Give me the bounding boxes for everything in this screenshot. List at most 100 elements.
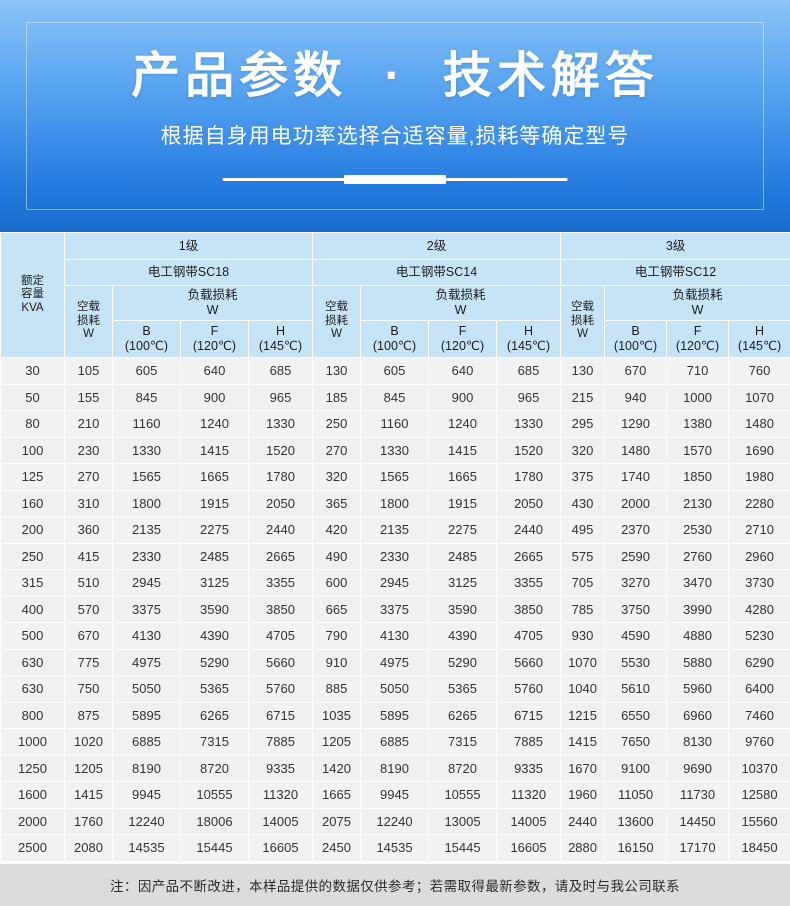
cell-loss-f-grade1: 1415 (181, 437, 249, 464)
page-banner: 产品参数 · 技术解答 根据自身用电功率选择合适容量,损耗等确定型号 (0, 0, 790, 232)
cell-loss-h-grade1: 1520 (249, 437, 313, 464)
temp-2-B-value: (100℃) (373, 339, 416, 353)
cell-capacity: 1600 (1, 782, 65, 809)
cell-loss-h-grade2: 5660 (497, 649, 561, 676)
cell-noload-grade1: 1415 (65, 782, 113, 809)
cell-noload-grade3: 320 (561, 437, 605, 464)
cell-noload-grade3: 430 (561, 490, 605, 517)
cell-loss-b-grade1: 845 (113, 384, 181, 411)
cell-loss-f-grade1: 5365 (181, 676, 249, 703)
cell-loss-f-grade2: 2485 (429, 543, 497, 570)
cell-loss-f-grade3: 8130 (667, 729, 729, 756)
cell-noload-grade3: 785 (561, 596, 605, 623)
cell-loss-b-grade1: 2945 (113, 570, 181, 597)
temp-1-B-value: (100℃) (125, 339, 168, 353)
cell-loss-f-grade1: 1665 (181, 464, 249, 491)
cell-noload-grade2: 2450 (313, 835, 361, 862)
cell-loss-h-grade1: 2050 (249, 490, 313, 517)
header-row-lossgroup: 空载 损耗 W 负载损耗 W 空载 损耗 W 负载损耗 W (1, 286, 790, 321)
cell-loss-b-grade1: 1160 (113, 411, 181, 438)
header-material-2: 电工钢带SC14 (313, 260, 561, 286)
cell-loss-f-grade3: 2530 (667, 517, 729, 544)
cell-noload-grade3: 375 (561, 464, 605, 491)
noload2-line2: 损耗 (313, 315, 360, 329)
cell-noload-grade1: 1020 (65, 729, 113, 756)
cell-loss-b-grade1: 1565 (113, 464, 181, 491)
cell-loss-f-grade3: 17170 (667, 835, 729, 862)
header-row-temps: B(100℃) F(120℃) H(145℃) B(100℃) F(120℃) … (1, 321, 790, 358)
cell-loss-h-grade1: 965 (249, 384, 313, 411)
cell-loss-b-grade1: 5050 (113, 676, 181, 703)
header-grade-3: 3级 (561, 233, 790, 260)
cell-loss-f-grade2: 3590 (429, 596, 497, 623)
cell-loss-h-grade2: 1780 (497, 464, 561, 491)
temp-3-F-letter: F (694, 324, 702, 338)
specification-table: 额定 容量 KVA 1级 2级 3级 电工钢带SC18 电工钢带SC14 电工钢… (0, 232, 790, 862)
cell-loss-b-grade1: 605 (113, 358, 181, 385)
cell-loss-f-grade3: 1570 (667, 437, 729, 464)
cell-noload-grade3: 1415 (561, 729, 605, 756)
loadloss3-line2: W (692, 303, 704, 317)
cell-loss-f-grade2: 6265 (429, 702, 497, 729)
cell-capacity: 200 (1, 517, 65, 544)
cell-loss-b-grade1: 2135 (113, 517, 181, 544)
temp-2-F-letter: F (459, 324, 467, 338)
cell-loss-f-grade1: 18006 (181, 808, 249, 835)
cell-loss-b-grade2: 1330 (361, 437, 429, 464)
cell-loss-b-grade1: 2330 (113, 543, 181, 570)
cell-loss-h-grade3: 10370 (729, 755, 790, 782)
cell-loss-f-grade1: 3125 (181, 570, 249, 597)
header-temp-2-B: B(100℃) (361, 321, 429, 358)
cell-loss-h-grade1: 5760 (249, 676, 313, 703)
cell-loss-b-grade3: 3750 (605, 596, 667, 623)
cell-noload-grade2: 2075 (313, 808, 361, 835)
cell-loss-f-grade2: 5365 (429, 676, 497, 703)
cell-noload-grade1: 875 (65, 702, 113, 729)
noload1-line2: 损耗 (65, 315, 112, 329)
cell-capacity: 630 (1, 649, 65, 676)
cell-capacity: 630 (1, 676, 65, 703)
cell-loss-b-grade3: 2370 (605, 517, 667, 544)
cell-loss-b-grade1: 9945 (113, 782, 181, 809)
cell-loss-h-grade3: 2710 (729, 517, 790, 544)
cell-loss-f-grade2: 1915 (429, 490, 497, 517)
header-loadloss-3: 负载损耗 W (605, 286, 790, 321)
capacity-line2: 容量 (1, 288, 64, 302)
cell-loss-f-grade1: 640 (181, 358, 249, 385)
loadloss1-line2: W (207, 303, 219, 317)
footer-note: 注：因产品不断改进，本样品提供的数据仅供参考；若需取得最新参数，请及时与我公司联… (0, 862, 790, 906)
cell-loss-h-grade2: 2050 (497, 490, 561, 517)
cell-loss-b-grade3: 6550 (605, 702, 667, 729)
temp-1-B-letter: B (142, 324, 150, 338)
header-noload-3: 空载 损耗 W (561, 286, 605, 358)
cell-noload-grade2: 490 (313, 543, 361, 570)
cell-loss-h-grade2: 3355 (497, 570, 561, 597)
cell-loss-b-grade1: 3375 (113, 596, 181, 623)
noload3-line3: W (561, 328, 604, 342)
cell-loss-h-grade2: 4705 (497, 623, 561, 650)
banner-divider (0, 175, 790, 184)
cell-loss-f-grade3: 3990 (667, 596, 729, 623)
header-material-3: 电工钢带SC12 (561, 260, 790, 286)
cell-noload-grade2: 1420 (313, 755, 361, 782)
cell-noload-grade2: 665 (313, 596, 361, 623)
cell-noload-grade3: 495 (561, 517, 605, 544)
cell-capacity: 1000 (1, 729, 65, 756)
cell-loss-f-grade1: 15445 (181, 835, 249, 862)
cell-loss-h-grade1: 16605 (249, 835, 313, 862)
cell-loss-h-grade2: 1330 (497, 411, 561, 438)
cell-noload-grade2: 1665 (313, 782, 361, 809)
cell-loss-h-grade3: 15560 (729, 808, 790, 835)
header-grade-2: 2级 (313, 233, 561, 260)
cell-loss-b-grade3: 1290 (605, 411, 667, 438)
cell-noload-grade1: 310 (65, 490, 113, 517)
cell-noload-grade2: 320 (313, 464, 361, 491)
header-temp-1-F: F(120℃) (181, 321, 249, 358)
cell-loss-f-grade2: 3125 (429, 570, 497, 597)
cell-loss-b-grade2: 1160 (361, 411, 429, 438)
spec-table-container: 额定 容量 KVA 1级 2级 3级 电工钢带SC18 电工钢带SC14 电工钢… (0, 232, 790, 862)
cell-loss-h-grade1: 4705 (249, 623, 313, 650)
